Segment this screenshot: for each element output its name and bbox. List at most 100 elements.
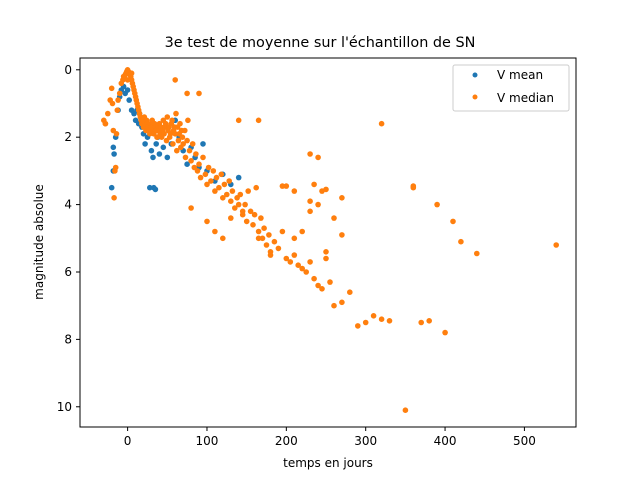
v-median-point: [105, 110, 111, 117]
v-median-point: [450, 218, 456, 225]
v-median-point: [124, 77, 131, 83]
legend: V mean V median: [452, 64, 570, 112]
y-tick-label: 2: [64, 130, 72, 144]
x-tick-label: 0: [124, 434, 132, 448]
v-median-point: [188, 205, 194, 211]
v-median-point: [283, 255, 290, 262]
v-median-point: [327, 279, 333, 285]
v-median-point: [204, 181, 210, 188]
y-tick-label: 4: [64, 198, 72, 212]
v-median-point: [175, 137, 182, 144]
v-mean-point: [200, 141, 206, 147]
y-tick-label: 0: [64, 63, 72, 77]
y-tick-label: 8: [64, 332, 72, 346]
v-median-point: [232, 205, 238, 211]
chart-title: 3e test de moyenne sur l'échantillon de …: [165, 35, 476, 51]
y-axis-label: magnitude absolue: [32, 184, 46, 300]
v-mean-point: [147, 184, 153, 191]
v-median-point: [263, 242, 270, 248]
v-median-point: [339, 195, 345, 201]
v-median-point: [553, 242, 559, 248]
v-median-point: [182, 154, 189, 161]
y-axis: 0 2 4 6 8 10: [57, 63, 80, 414]
v-mean-point: [111, 151, 117, 157]
v-median-point: [339, 299, 345, 306]
v-median-point: [237, 191, 244, 198]
v-median-point: [108, 85, 115, 92]
v-median-point: [235, 201, 242, 208]
v-median-point: [182, 127, 188, 134]
v-median-point: [261, 225, 267, 231]
v-median-point: [283, 183, 290, 189]
v-median-point: [220, 235, 226, 242]
v-median-point: [319, 286, 325, 292]
v-median-point: [200, 154, 206, 161]
y-tick-label: 10: [57, 400, 72, 414]
v-median-point: [442, 329, 448, 336]
v-median-point: [402, 407, 409, 414]
v-mean-point: [150, 154, 156, 161]
legend-label-v-median: V median: [497, 91, 554, 105]
v-mean-point: [184, 161, 190, 167]
v-median-point: [331, 302, 337, 309]
v-median-point: [250, 222, 256, 228]
v-median-point: [258, 215, 264, 221]
x-tick-label: 300: [354, 434, 377, 448]
v-mean-point: [126, 97, 132, 103]
v-median-point: [210, 168, 217, 174]
v-median-point: [213, 174, 220, 181]
v-mean-point: [142, 141, 148, 147]
v-median-point: [331, 215, 337, 221]
legend-label-v-mean: V mean: [497, 68, 543, 82]
v-median-point: [311, 181, 317, 188]
v-median-point: [251, 211, 258, 218]
v-median-point: [112, 164, 119, 171]
x-axis: 0 100 200 300 400 500: [124, 427, 536, 448]
v-median-point: [113, 131, 120, 137]
v-median-point: [386, 318, 393, 324]
v-median-point: [291, 188, 298, 194]
v-median-point: [197, 174, 204, 181]
v-median-point: [307, 151, 313, 157]
v-median-point: [275, 245, 282, 252]
v-median-point: [109, 100, 116, 107]
v-median-point: [111, 195, 117, 201]
x-tick-label: 200: [275, 434, 298, 448]
v-median-point: [243, 218, 250, 225]
v-median-point: [271, 238, 278, 245]
v-mean-point: [164, 154, 171, 161]
v-median-point: [177, 120, 183, 127]
v-mean-point: [110, 144, 117, 151]
plot-frame: [79, 57, 577, 428]
v-median-point: [196, 161, 202, 167]
v-median-point: [299, 228, 306, 235]
v-median-point: [291, 252, 298, 258]
v-median-point: [370, 313, 377, 319]
legend-marker-v-mean: [472, 72, 478, 78]
v-median-point: [287, 259, 294, 265]
v-median-point: [259, 235, 266, 242]
v-median-point: [253, 184, 259, 191]
v-median-point: [184, 137, 190, 144]
v-median-point: [247, 208, 254, 215]
v-median-point: [221, 181, 228, 188]
v-median-point: [188, 158, 194, 164]
v-median-point: [193, 151, 199, 157]
v-mean-point: [108, 184, 115, 191]
v-median-point: [279, 228, 286, 235]
v-median-point: [180, 141, 186, 147]
v-median-point: [189, 141, 196, 147]
v-median-point: [102, 120, 109, 127]
v-median-point: [474, 250, 480, 257]
v-median-point: [179, 134, 186, 140]
legend-marker-v-median: [472, 94, 478, 100]
v-median-point: [172, 77, 178, 83]
v-median-point: [245, 188, 251, 194]
v-median-point: [114, 107, 121, 113]
v-median-point: [226, 178, 232, 184]
v-median-point: [116, 90, 123, 97]
v-median-point: [307, 198, 313, 204]
v-median-point: [185, 117, 191, 124]
